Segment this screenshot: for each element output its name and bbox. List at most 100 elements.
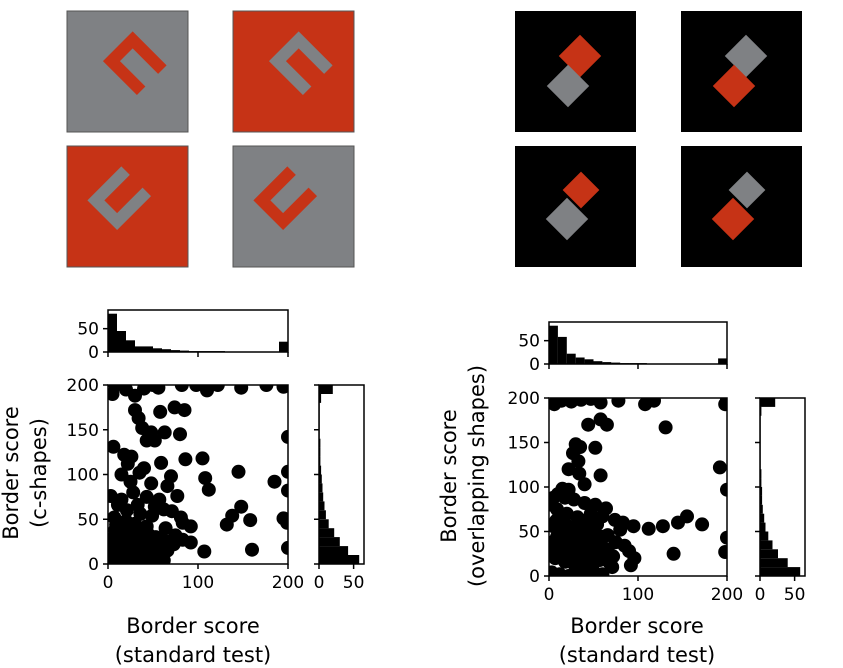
tick-label: 0: [103, 573, 114, 593]
y-axis-title-line1: Border score: [0, 406, 23, 540]
tick-label: 100: [182, 573, 214, 593]
histogram-bar: [319, 555, 360, 564]
chart-c-shapes: 0 100 200 0 50 100 150 200 0 50 0 50 Border score (…: [0, 309, 365, 667]
marginal-x-histogram: [108, 313, 288, 352]
scatter-point: [195, 451, 210, 466]
scatter-point: [568, 520, 583, 534]
scatter-point: [561, 462, 576, 477]
histogram-bar: [593, 361, 603, 364]
histogram-bar: [575, 357, 585, 364]
scatter-point: [210, 385, 225, 392]
c-shape-stimuli: [66, 10, 355, 268]
scatter-point: [183, 519, 198, 534]
scatter-point: [189, 385, 204, 392]
histogram-bar: [279, 341, 288, 352]
tick-label: 0: [755, 585, 766, 605]
scatter-point: [658, 420, 673, 435]
scatter-point: [626, 519, 641, 534]
tick-label: 200: [272, 573, 304, 593]
overlapping-shape-stimuli: [515, 11, 802, 267]
scatter-point: [596, 529, 611, 544]
scatter-point: [108, 539, 122, 554]
histogram-bar: [117, 331, 126, 352]
scatter-point: [611, 398, 626, 408]
tick-label: 200: [67, 376, 99, 396]
scatter-point: [142, 552, 157, 564]
stimulus-overlap-3: [515, 146, 636, 267]
scatter-point: [666, 546, 681, 561]
scatter-point: [158, 521, 173, 536]
marginal-x-histogram: [549, 325, 727, 364]
scatter-point: [647, 398, 661, 408]
x-axis-title-line2: (standard test): [115, 643, 272, 667]
scatter-point: [276, 385, 288, 394]
scatter-point: [593, 468, 608, 483]
marginal-y-frame: [318, 384, 365, 565]
scatter-point: [281, 483, 288, 498]
histogram-bar: [760, 531, 769, 541]
tick-label: 0: [529, 355, 540, 375]
tick-label: 0: [88, 343, 99, 363]
histogram-bar: [584, 359, 594, 364]
scatter-point: [147, 433, 162, 448]
scatter-point: [120, 456, 135, 471]
scatter-point: [680, 509, 694, 524]
scatter-point: [234, 499, 249, 514]
histogram-bar: [319, 483, 323, 493]
chart-overlapping-shapes: 0 100 200 0 50 100 150 200 0 50 0 50 Border score (…: [437, 321, 806, 667]
scatter-point: [153, 404, 168, 419]
marginal-y-histogram: [319, 385, 360, 564]
stimulus-overlap-4: [681, 146, 802, 267]
stimulus-overlap-2: [681, 11, 802, 132]
scatter-point: [577, 477, 592, 492]
scatter-point: [157, 425, 172, 440]
scatter-point: [718, 398, 727, 412]
scatter-point: [712, 460, 727, 475]
marginal-x-frame: [548, 321, 728, 365]
histogram-bar: [144, 346, 153, 352]
scatter-point: [281, 540, 288, 555]
ticks: 0 100 200 0 50 100 150 200 0 50 0 50: [67, 320, 365, 593]
histogram-bar: [549, 325, 558, 364]
tick-label: 150: [67, 421, 99, 441]
scatter-point: [144, 476, 159, 491]
histogram-bar: [162, 349, 171, 352]
tick-label: 50: [343, 573, 365, 593]
scatter-point: [154, 455, 169, 470]
scatter-point: [281, 429, 288, 444]
axis-frames: [107, 309, 365, 565]
scatter-point: [151, 385, 166, 395]
scatter-point: [641, 521, 656, 536]
histogram-bar: [319, 510, 326, 520]
scatter-point: [571, 454, 586, 469]
scatter-point: [593, 398, 608, 410]
scatter-point: [183, 535, 198, 550]
scatter-point: [201, 482, 216, 497]
scatter-point: [108, 385, 123, 392]
stimulus-c-shape-2: [232, 10, 355, 133]
scatter-point: [566, 492, 581, 507]
scatter-frame: [548, 397, 728, 577]
scatter-frame: [107, 384, 289, 565]
histogram-bar: [319, 492, 324, 502]
tick-label: 50: [518, 523, 540, 543]
x-axis-title-line2: (standard test): [559, 643, 716, 667]
histogram-bar: [319, 501, 325, 511]
tick-label: 200: [508, 389, 540, 409]
scatter-point: [577, 496, 592, 510]
scatter-point: [613, 522, 628, 537]
tick-label: 50: [784, 585, 806, 605]
scatter-point: [581, 417, 596, 432]
scatter-point: [259, 385, 274, 392]
tick-label: 0: [88, 555, 99, 575]
marginal-y-histogram: [760, 398, 801, 576]
scatter-point: [160, 479, 175, 494]
tick-label: 0: [544, 585, 555, 605]
tick-label: 100: [67, 466, 99, 486]
histogram-bar: [760, 549, 778, 559]
scatter-point: [123, 474, 138, 489]
histogram-bar: [760, 522, 766, 532]
histogram-bar: [760, 495, 763, 505]
scatter-point: [200, 385, 214, 398]
